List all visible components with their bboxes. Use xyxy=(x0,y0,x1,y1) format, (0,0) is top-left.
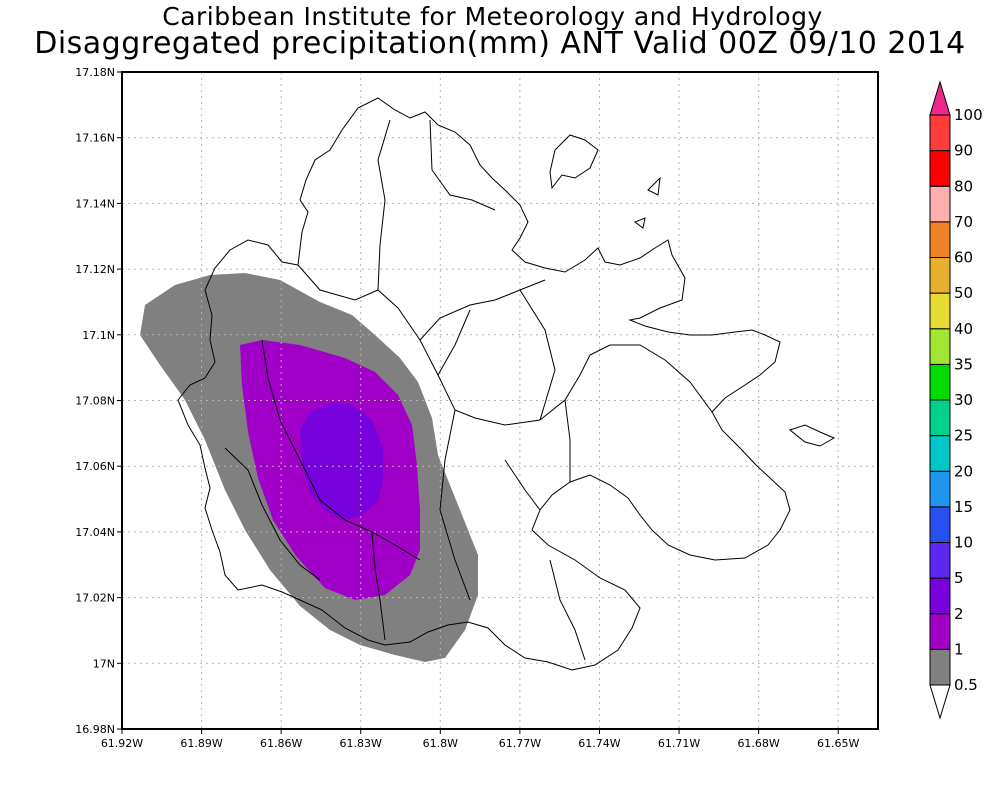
antigua-coastline xyxy=(177,97,791,671)
x-axis: 61.92W 61.89W 61.86W 61.83W 61.8W 61.77W 61.74… xyxy=(101,729,860,750)
y-tick-label: 17.06N xyxy=(75,460,115,473)
colorbar-box xyxy=(929,292,951,330)
parish-boundary-13 xyxy=(549,559,586,661)
precipitation-shading xyxy=(140,273,478,662)
colorbar-label: 25 xyxy=(954,427,973,445)
x-tick-label: 61.83W xyxy=(340,737,382,750)
colorbar-box xyxy=(929,577,951,615)
parish-boundary-9 xyxy=(371,531,386,641)
x-tick-label: 61.89W xyxy=(180,737,222,750)
colorbar-box xyxy=(929,257,951,294)
colorbar-label: 1 xyxy=(954,640,964,658)
colorbar-label: 80 xyxy=(954,177,973,195)
x-tick-label: 61.8W xyxy=(423,737,458,750)
colorbar-box xyxy=(929,328,951,365)
colorbar-label: 100 xyxy=(954,106,983,124)
colorbar-label: 5 xyxy=(954,569,964,587)
parish-boundary-5 xyxy=(439,409,471,601)
colorbar-box xyxy=(929,506,951,543)
colorbar-box xyxy=(929,542,951,579)
parish-boundary-12 xyxy=(429,119,496,211)
parish-boundary-7 xyxy=(261,339,421,561)
y-tick-label: 17.02N xyxy=(75,592,115,605)
islet-northeast-2 xyxy=(633,217,646,229)
islet-east xyxy=(788,424,836,447)
colorbar-label: 20 xyxy=(954,462,973,480)
x-tick-label: 61.71W xyxy=(658,737,700,750)
islet-north xyxy=(549,134,599,190)
colorbar-label: 40 xyxy=(954,320,973,338)
colorbar-label: 70 xyxy=(954,213,973,231)
x-tick-label: 61.68W xyxy=(737,737,779,750)
y-tick-label: 16.98N xyxy=(75,723,115,736)
colorbar-label: 35 xyxy=(954,355,973,373)
parish-boundary-8 xyxy=(224,447,321,581)
colorbar-label: 60 xyxy=(954,249,973,267)
y-axis: 17.18N 17.16N 17.14N 17.12N 17.1N 17.08N 17.06… xyxy=(75,66,122,736)
colorbar-box xyxy=(929,648,951,686)
y-tick-label: 17.18N xyxy=(75,66,115,79)
colorbar-label: 30 xyxy=(954,391,973,409)
colorbar-box xyxy=(929,470,951,508)
colorbar-label: 50 xyxy=(954,284,973,302)
colorbar-box xyxy=(929,613,951,650)
colorbar-box xyxy=(929,435,951,472)
x-tick-label: 61.77W xyxy=(499,737,541,750)
colorbar-box xyxy=(929,363,951,401)
y-tick-label: 17.04N xyxy=(75,526,115,539)
parish-boundary-6 xyxy=(519,289,556,421)
x-tick-label: 61.92W xyxy=(101,737,143,750)
shade-band-5-10mm xyxy=(300,403,383,520)
y-tick-label: 17.14N xyxy=(75,197,115,210)
y-tick-label: 17.16N xyxy=(75,132,115,145)
colorbar-label: 15 xyxy=(954,498,973,516)
colorbar-box xyxy=(929,221,951,258)
colorbar-label: 2 xyxy=(954,605,964,623)
x-tick-label: 61.74W xyxy=(578,737,620,750)
y-tick-label: 17.1N xyxy=(82,329,115,342)
map-title-product: Disaggregated precipitation(mm) ANT Vali… xyxy=(34,26,966,61)
parish-boundary-3 xyxy=(419,279,546,341)
parish-boundary-11 xyxy=(564,399,571,482)
parish-boundary-4 xyxy=(437,309,471,376)
colorbar-extend-high xyxy=(929,80,951,116)
y-tick-label: 17.12N xyxy=(75,263,115,276)
x-tick-label: 61.86W xyxy=(260,737,302,750)
parish-boundary-10 xyxy=(504,459,541,511)
y-tick-label: 17N xyxy=(93,657,115,670)
colorbar-label: 90 xyxy=(954,142,973,160)
island-outline xyxy=(177,97,791,671)
y-tick-label: 17.08N xyxy=(75,395,115,408)
colorbar-box xyxy=(929,114,951,152)
offshore-islets xyxy=(549,134,836,447)
colorbar-label: 10 xyxy=(954,534,973,552)
plot-frame xyxy=(121,71,879,730)
parish-boundary-2 xyxy=(377,119,391,291)
islet-northeast xyxy=(647,176,661,196)
colorbar-box xyxy=(929,399,951,437)
colorbar-box xyxy=(929,150,951,187)
colorbar-label: 0.5 xyxy=(954,676,978,694)
colorbar-extend-low xyxy=(929,684,951,720)
x-tick-label: 61.65W xyxy=(817,737,859,750)
map-title-institute: Caribbean Institute for Meteorology and … xyxy=(162,2,823,31)
colorbar-box xyxy=(929,185,951,223)
